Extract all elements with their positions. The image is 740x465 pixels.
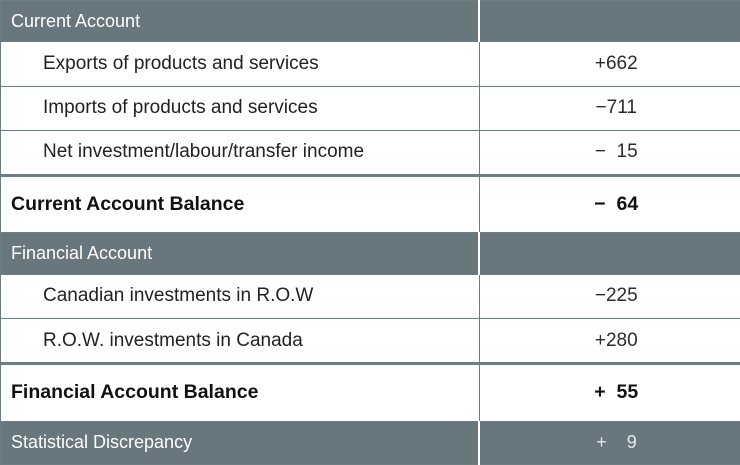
total-row-financial-account-balance: Financial Account Balance + 55: [0, 362, 740, 422]
section-row-current-account: Current Account: [0, 0, 740, 43]
row-label: Imports of products and services: [0, 85, 480, 131]
table-row: Canadian investments in R.O.W −225: [0, 273, 740, 320]
row-label: Exports of products and services: [0, 41, 480, 87]
table-row: Imports of products and services −711: [0, 85, 740, 131]
row-label: Current Account Balance: [0, 174, 480, 234]
row-label: Financial Account Balance: [0, 362, 480, 422]
row-value: −711: [478, 85, 740, 131]
row-value: [478, 232, 740, 275]
row-value: + 9: [478, 420, 740, 465]
row-label: Net investment/labour/transfer income: [0, 129, 480, 177]
row-value: − 15: [478, 129, 740, 177]
section-row-financial-account: Financial Account: [0, 232, 740, 275]
row-value: [478, 0, 740, 43]
table-row: R.O.W. investments in Canada +280: [0, 318, 740, 365]
row-label: Statistical Discrepancy: [0, 420, 480, 465]
row-label: Financial Account: [0, 232, 480, 275]
row-value: −225: [478, 273, 740, 320]
row-value: + 55: [478, 362, 740, 422]
row-value: +662: [478, 41, 740, 87]
statistical-discrepancy-row: Statistical Discrepancy + 9: [0, 420, 740, 465]
total-row-current-account-balance: Current Account Balance − 64: [0, 174, 740, 234]
table-row: Net investment/labour/transfer income − …: [0, 129, 740, 177]
row-value: +280: [478, 318, 740, 365]
row-label: Canadian investments in R.O.W: [0, 273, 480, 320]
row-label: R.O.W. investments in Canada: [0, 318, 480, 365]
row-value: − 64: [478, 174, 740, 234]
table-row: Exports of products and services +662: [0, 41, 740, 87]
row-label: Current Account: [0, 0, 480, 43]
